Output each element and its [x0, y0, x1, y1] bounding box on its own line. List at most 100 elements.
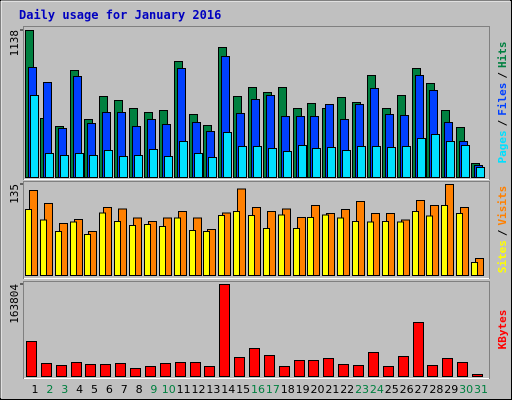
bar: [204, 366, 215, 377]
bar: [412, 210, 419, 277]
legend-entry: KBytes: [496, 310, 509, 350]
bar: [278, 214, 285, 276]
bar: [175, 362, 186, 377]
x-tick-label: 2: [46, 383, 53, 396]
bar: [322, 214, 329, 276]
bar: [476, 167, 485, 179]
bar: [446, 140, 455, 179]
bar: [342, 150, 351, 179]
x-tick-label: 14: [221, 383, 235, 396]
bar: [40, 219, 47, 276]
x-tick-label: 29: [444, 383, 458, 396]
bar: [218, 215, 225, 276]
bar: [238, 145, 247, 179]
bar: [387, 147, 396, 178]
x-tick-label: 1: [32, 383, 39, 396]
bar: [308, 359, 319, 378]
bar: [60, 155, 69, 178]
x-tick-label: 13: [206, 383, 220, 396]
bar: [441, 204, 448, 277]
bar: [159, 225, 166, 276]
bar: [174, 217, 181, 276]
x-tick-label: 25: [385, 383, 399, 396]
bar: [145, 366, 156, 377]
bar: [294, 359, 305, 378]
x-tick-label: 21: [325, 383, 339, 396]
bar: [248, 215, 255, 276]
bar: [368, 352, 379, 377]
x-tick-label: 22: [340, 383, 354, 396]
x-tick-label: 24: [370, 383, 384, 396]
legend-separator: /: [496, 119, 509, 126]
bar: [194, 152, 203, 178]
bar: [367, 221, 374, 277]
bar: [457, 362, 468, 377]
x-tick-label: 12: [192, 383, 206, 396]
bar: [382, 221, 389, 277]
x-tick-label: 28: [429, 383, 443, 396]
x-tick-label: 26: [400, 383, 414, 396]
legend-separator: /: [496, 72, 509, 79]
bar: [413, 322, 424, 377]
x-tick-label: 27: [415, 383, 429, 396]
bar: [99, 212, 106, 276]
bar: [249, 347, 260, 377]
x-tick-label: 5: [91, 383, 98, 396]
legend-entry: Files: [496, 83, 509, 116]
bar: [472, 373, 483, 377]
bar: [431, 133, 440, 178]
bar: [397, 221, 404, 277]
bar: [208, 156, 217, 178]
legend-entry: Sites: [496, 240, 509, 273]
bar: [85, 363, 96, 377]
bar: [70, 221, 77, 277]
bar: [71, 362, 82, 377]
bar: [312, 147, 321, 178]
bar: [456, 212, 463, 276]
bar: [56, 364, 67, 378]
bar: [223, 132, 232, 179]
bar: [352, 221, 359, 277]
x-tick-label: 17: [266, 383, 280, 396]
x-tick-label: 19: [296, 383, 310, 396]
bar: [45, 152, 54, 178]
x-tick-label: 3: [61, 383, 68, 396]
x-tick-label: 18: [281, 383, 295, 396]
x-tick-label: 9: [150, 383, 157, 396]
bar: [298, 144, 307, 178]
bar: [104, 150, 113, 179]
chart-title: Daily usage for January 2016: [19, 8, 221, 22]
bar: [442, 358, 453, 378]
bar: [114, 221, 121, 277]
bar: [25, 208, 32, 276]
bar: [398, 356, 409, 377]
legend: KBytes: [496, 310, 509, 350]
bar: [372, 145, 381, 179]
x-tick-label: 16: [251, 383, 265, 396]
bar: [338, 363, 349, 377]
bar: [233, 210, 240, 277]
x-tick-label: 23: [355, 383, 369, 396]
bar: [293, 227, 300, 277]
bar: [30, 94, 39, 178]
x-tick-label: 30: [459, 383, 473, 396]
bar: [461, 144, 470, 178]
y-tick-label: 163804: [8, 284, 21, 324]
bar: [26, 341, 37, 377]
bar: [164, 155, 173, 179]
bar: [357, 145, 366, 179]
x-tick-label: 20: [310, 383, 324, 396]
bar: [144, 223, 151, 276]
bar: [190, 362, 201, 377]
x-tick-label: 31: [474, 383, 488, 396]
bar: [353, 364, 364, 378]
bar: [268, 147, 277, 178]
legend: Sites / Visits: [496, 186, 509, 274]
bar: [134, 155, 143, 178]
bar: [402, 145, 411, 179]
y-tick-label: 1138: [8, 30, 21, 57]
bar: [219, 284, 230, 377]
bar: [426, 215, 433, 277]
x-tick-label: 6: [106, 383, 113, 396]
